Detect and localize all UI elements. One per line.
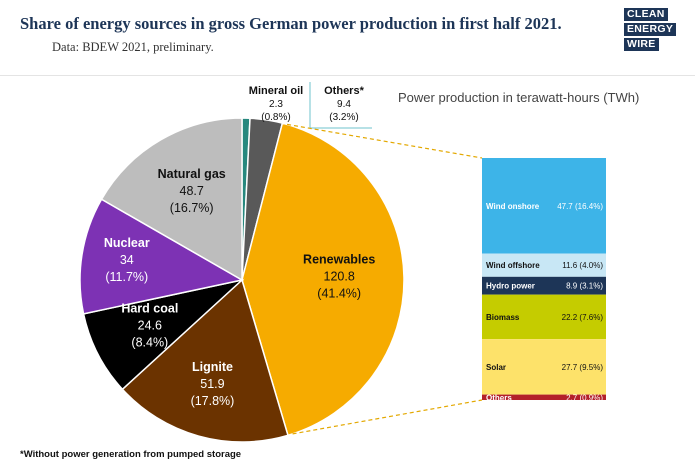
bar-segment-biomass — [482, 294, 606, 340]
pie-label-hard-coal: Hard coal — [121, 301, 178, 315]
bar-segment-hydro-power — [482, 276, 606, 295]
pie-slice-nuclear — [79, 198, 245, 315]
bar-value-wind-onshore: 47.7 (16.4%) — [557, 202, 603, 211]
logo-word-wire: WIRE — [624, 38, 659, 51]
bar-value-wind-offshore: 11.6 (4.0%) — [562, 261, 603, 270]
pie-label-others: Others* — [324, 85, 364, 97]
pie-percent-lignite: (17.8%) — [191, 394, 235, 408]
bar-label-biomass: Biomass — [486, 313, 520, 322]
chart-header: Share of energy sources in gross German … — [0, 0, 695, 70]
pie-value-others: 9.4 — [337, 99, 351, 110]
pie-percent-hard-coal: (8.4%) — [131, 335, 168, 349]
logo-word-clean: CLEAN — [624, 8, 668, 21]
pie-percent-others: (3.2%) — [329, 112, 358, 123]
bar-segment-solar — [482, 339, 606, 395]
footnote: *Without power generation from pumped st… — [20, 449, 242, 460]
bar-label-wind-offshore: Wind offshore — [486, 261, 540, 270]
pie-value-natural-gas: 48.7 — [180, 184, 204, 198]
bar-label-wind-onshore: Wind onshore — [486, 202, 540, 211]
connector-line-top — [286, 123, 483, 159]
pie-value-lignite: 51.9 — [200, 377, 224, 391]
clean-energy-wire-logo: CLEAN ENERGY WIRE — [624, 8, 682, 53]
pie-percent-renewables: (41.4%) — [317, 286, 361, 300]
pie-label-nuclear: Nuclear — [104, 236, 150, 250]
bar-label-hydro-power: Hydro power — [486, 282, 535, 291]
unit-label: Power production in terawatt-hours (TWh) — [398, 90, 640, 105]
bar-value-hydro-power: 8.9 (3.1%) — [566, 282, 603, 291]
bar-value-solar: 27.7 (9.5%) — [562, 363, 604, 372]
pie-percent-mineral-oil: (0.8%) — [261, 112, 290, 123]
pie-label-mineral-oil: Mineral oil — [249, 85, 303, 97]
pie-percent-nuclear: (11.7%) — [105, 270, 148, 284]
chart-subtitle: Data: BDEW 2021, preliminary. — [52, 40, 214, 54]
pie-slice-hard-coal — [82, 278, 245, 391]
bar-segment-wind-onshore — [482, 158, 606, 254]
pie-label-renewables: Renewables — [303, 252, 375, 266]
bar-value-biomass: 22.2 (7.6%) — [562, 313, 604, 322]
header-divider — [0, 75, 695, 76]
logo-word-energy: ENERGY — [624, 23, 677, 36]
pie-value-mineral-oil: 2.3 — [269, 99, 283, 110]
pie-label-natural-gas: Natural gas — [158, 167, 226, 181]
bar-label-solar: Solar — [486, 363, 506, 372]
pie-percent-natural-gas: (16.7%) — [170, 201, 214, 215]
bar-label-others: Others — [486, 393, 512, 402]
pie-slice-renewables — [241, 122, 405, 437]
pie-slice-natural-gas — [100, 117, 243, 282]
bar-segment-others — [482, 394, 606, 400]
bar-segment-wind-offshore — [482, 253, 606, 277]
pie-value-renewables: 120.8 — [324, 269, 355, 283]
pie-value-nuclear: 34 — [120, 253, 134, 267]
chart-title: Share of energy sources in gross German … — [20, 14, 562, 33]
bar-value-others: 2.7 (0.9%) — [566, 393, 603, 402]
pie-label-lignite: Lignite — [192, 360, 233, 374]
pie-value-hard-coal: 24.6 — [138, 318, 162, 332]
pie-slice-lignite — [121, 278, 289, 443]
